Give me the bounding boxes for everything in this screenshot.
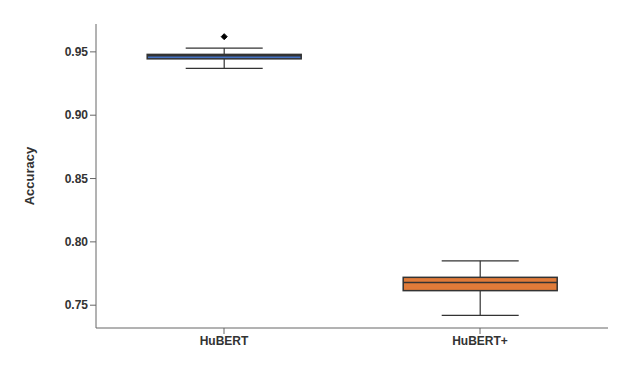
svg-text:HuBERT: HuBERT — [200, 334, 249, 348]
svg-text:0.75: 0.75 — [65, 298, 89, 312]
svg-text:0.80: 0.80 — [65, 235, 89, 249]
svg-text:0.95: 0.95 — [65, 45, 89, 59]
svg-text:0.85: 0.85 — [65, 172, 89, 186]
svg-text:0.90: 0.90 — [65, 108, 89, 122]
svg-text:Accuracy: Accuracy — [22, 146, 37, 205]
svg-text:HuBERT+: HuBERT+ — [452, 334, 508, 348]
